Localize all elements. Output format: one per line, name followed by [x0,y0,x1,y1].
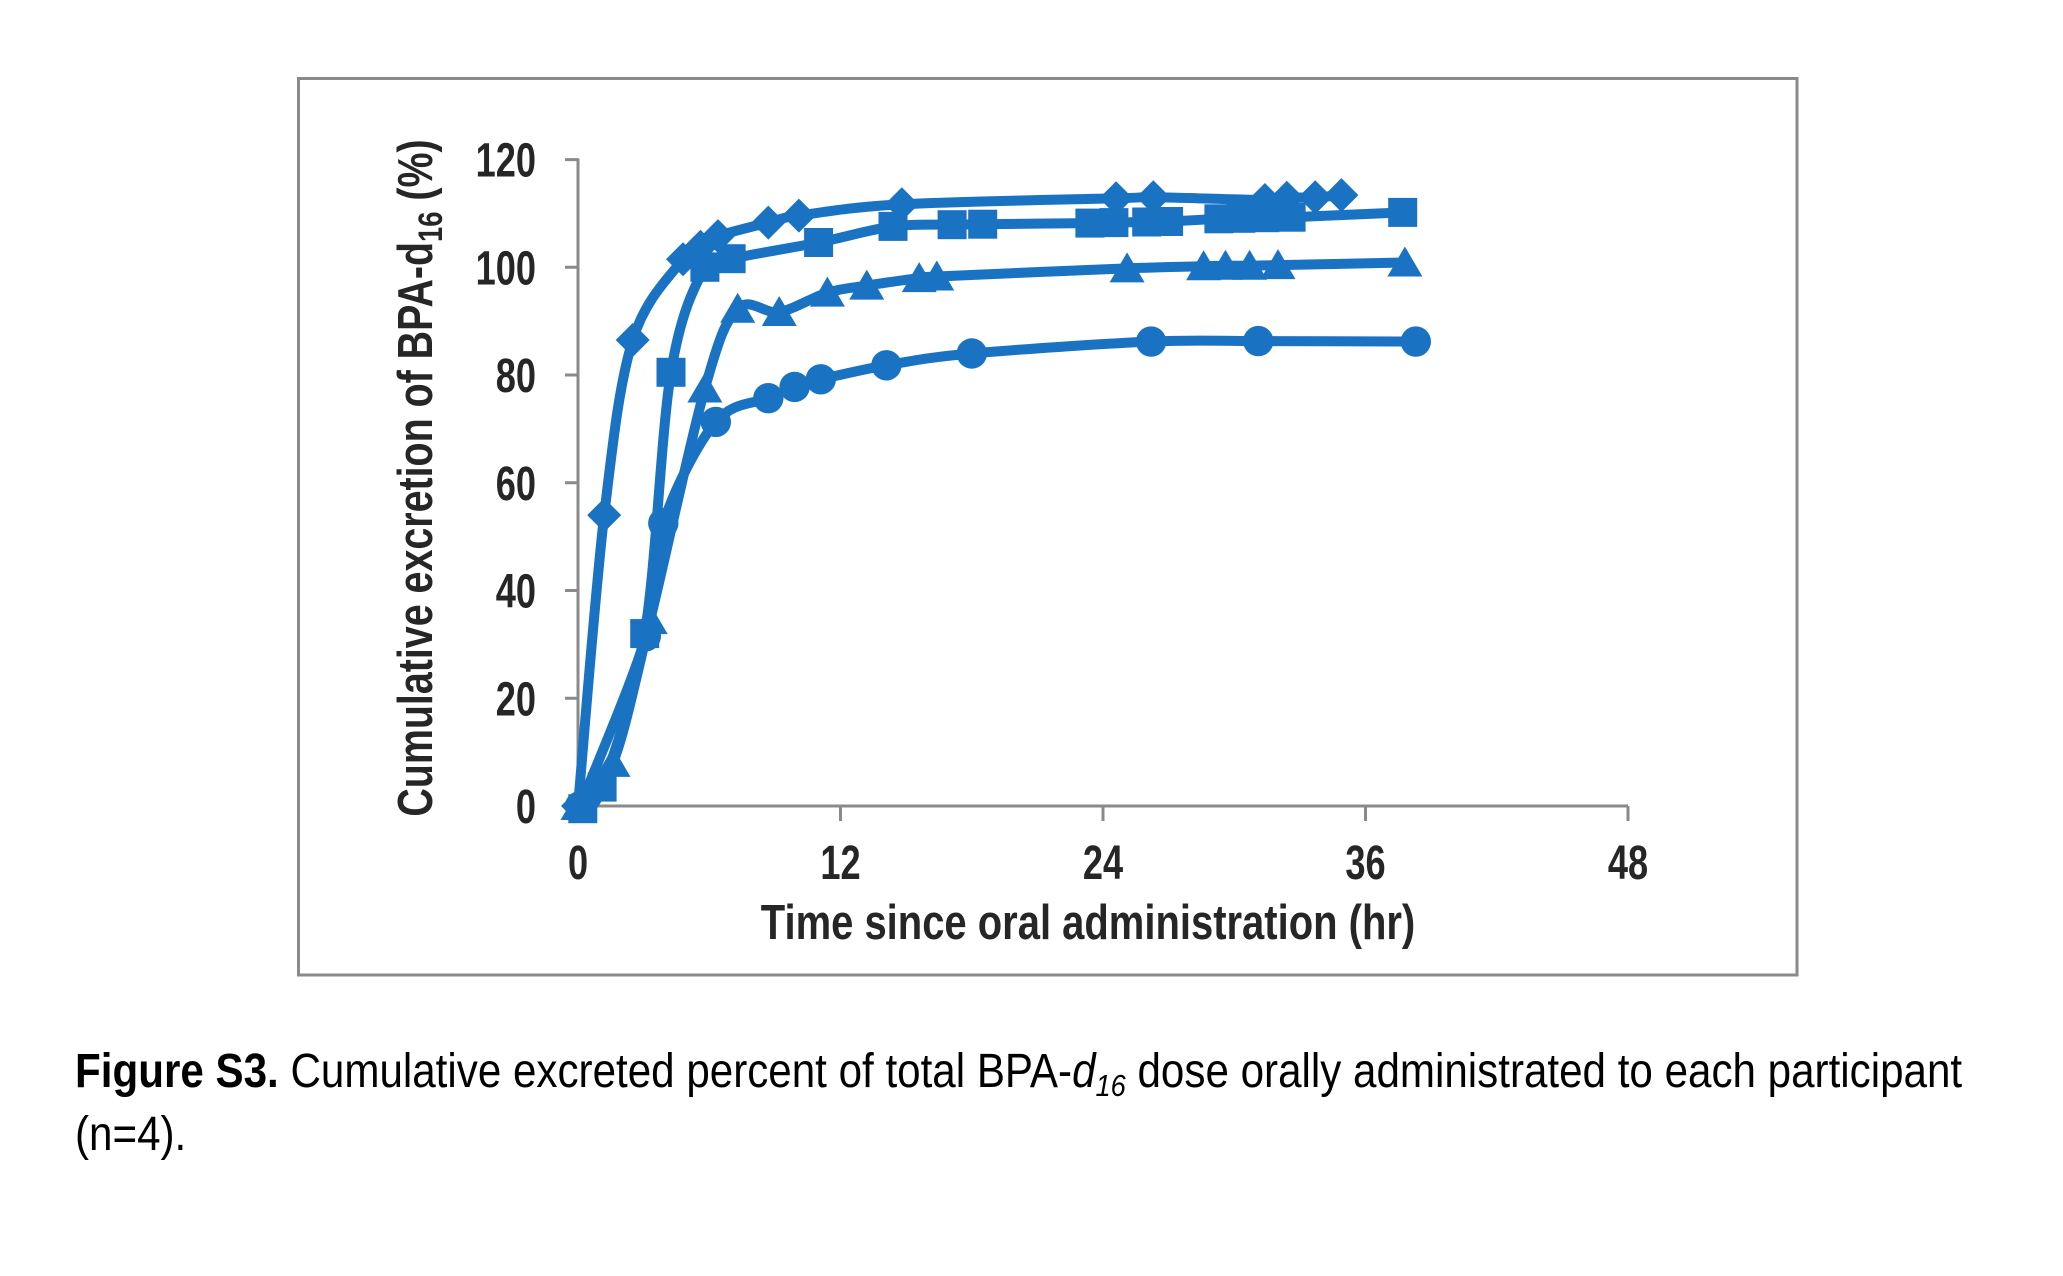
svg-text:36: 36 [1345,837,1385,890]
svg-text:100: 100 [476,243,536,296]
svg-text:24: 24 [1083,837,1124,890]
svg-text:60: 60 [496,458,536,511]
svg-text:120: 120 [476,135,536,188]
svg-text:0: 0 [516,781,536,834]
svg-text:Time since oral administration: Time since oral administration (hr) [761,896,1415,950]
svg-text:40: 40 [496,566,536,619]
svg-text:Cumulative excretion of BPA-d1: Cumulative excretion of BPA-d16 (%) [389,139,450,816]
svg-text:12: 12 [820,837,860,890]
svg-text:20: 20 [496,674,536,727]
svg-text:48: 48 [1608,837,1648,890]
svg-text:80: 80 [496,350,536,403]
svg-text:0: 0 [568,837,588,890]
